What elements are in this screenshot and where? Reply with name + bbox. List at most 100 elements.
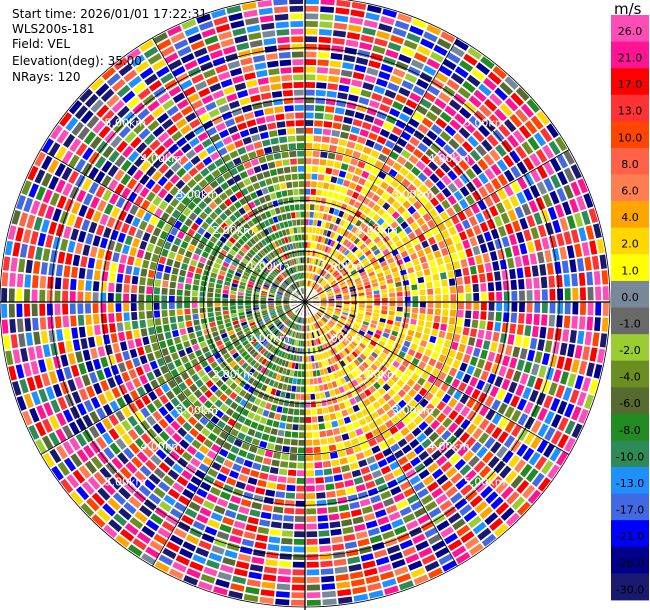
velocity-cell (328, 75, 340, 83)
velocity-cell (223, 459, 234, 469)
velocity-cell (492, 129, 505, 142)
velocity-cell (114, 183, 125, 195)
velocity-cell (321, 190, 328, 197)
velocity-cell (76, 449, 89, 463)
velocity-cell (344, 148, 354, 156)
velocity-cell (359, 222, 367, 230)
velocity-cell (267, 370, 274, 378)
velocity-cell (154, 350, 162, 359)
velocity-cell (413, 200, 422, 210)
velocity-cell (122, 200, 132, 212)
velocity-cell (412, 383, 422, 392)
velocity-cell (222, 171, 232, 180)
velocity-cell (94, 324, 101, 336)
velocity-cell (127, 164, 138, 177)
velocity-cell (134, 338, 143, 348)
velocity-cell (364, 249, 372, 257)
velocity-cell (463, 275, 471, 285)
velocity-cell (67, 352, 76, 365)
velocity-cell (317, 288, 323, 293)
velocity-cell (260, 302, 267, 305)
velocity-cell (268, 307, 275, 310)
velocity-cell (166, 541, 180, 553)
velocity-cell (265, 53, 278, 61)
velocity-cell (595, 302, 602, 316)
velocity-cell (325, 106, 335, 113)
velocity-cell (289, 276, 294, 283)
velocity-cell (330, 240, 336, 247)
velocity-cell (503, 291, 510, 301)
velocity-cell (210, 151, 220, 161)
velocity-cell (283, 299, 290, 302)
velocity-cell (290, 330, 294, 337)
velocity-cell (516, 324, 524, 335)
velocity-cell (355, 318, 362, 324)
velocity-cell (254, 243, 261, 251)
velocity-cell (245, 143, 255, 152)
velocity-cell (571, 359, 580, 373)
velocity-cell (354, 248, 361, 256)
velocity-cell (412, 302, 419, 308)
velocity-cell (402, 415, 412, 425)
velocity-cell (358, 268, 365, 274)
velocity-cell (317, 220, 322, 227)
velocity-cell (153, 295, 160, 302)
velocity-cell (396, 311, 403, 317)
velocity-cell (376, 240, 384, 248)
velocity-cell (336, 275, 343, 281)
velocity-cell (435, 425, 446, 436)
velocity-cell (260, 366, 267, 374)
velocity-cell (515, 108, 529, 123)
velocity-cell (223, 365, 231, 373)
velocity-cell (189, 118, 201, 129)
velocity-cell (543, 443, 555, 458)
velocity-cell (432, 468, 444, 480)
velocity-cell (225, 160, 235, 170)
velocity-cell (429, 173, 440, 184)
velocity-cell (288, 197, 294, 204)
velocity-cell (212, 57, 226, 67)
velocity-cell (264, 107, 274, 115)
velocity-cell (234, 82, 247, 91)
velocity-cell (187, 416, 198, 426)
velocity-cell (319, 228, 324, 235)
velocity-cell (331, 381, 338, 388)
velocity-cell (214, 389, 223, 398)
velocity-cell (516, 191, 527, 205)
velocity-cell (251, 217, 259, 225)
velocity-cell (429, 208, 438, 218)
velocity-cell (32, 317, 39, 331)
velocity-cell (427, 481, 439, 493)
velocity-cell (445, 237, 454, 247)
velocity-cell (296, 281, 300, 288)
velocity-cell (294, 234, 299, 241)
velocity-cell (523, 157, 535, 171)
velocity-cell (157, 263, 165, 272)
velocity-cell (268, 335, 274, 341)
velocity-cell (406, 378, 416, 387)
velocity-cell (82, 244, 91, 256)
velocity-cell (484, 512, 499, 526)
velocity-cell (276, 256, 282, 263)
velocity-cell (313, 378, 318, 385)
velocity-cell (563, 231, 572, 245)
velocity-cell (274, 357, 280, 364)
velocity-cell (230, 309, 237, 314)
velocity-cell (492, 65, 507, 80)
velocity-cell (472, 283, 479, 293)
velocity-cell (305, 340, 308, 347)
velocity-cell (33, 260, 41, 274)
velocity-cell (260, 293, 267, 296)
velocity-cell (381, 221, 389, 230)
velocity-cell (367, 330, 374, 336)
velocity-cell (296, 290, 301, 296)
velocity-cell (237, 305, 244, 310)
velocity-cell (308, 325, 312, 331)
velocity-cell (372, 282, 379, 288)
velocity-cell (340, 368, 347, 376)
velocity-cell (278, 274, 284, 280)
velocity-cell (169, 508, 183, 519)
velocity-cell (256, 407, 264, 415)
velocity-cell (106, 94, 120, 108)
velocity-cell (339, 267, 346, 273)
